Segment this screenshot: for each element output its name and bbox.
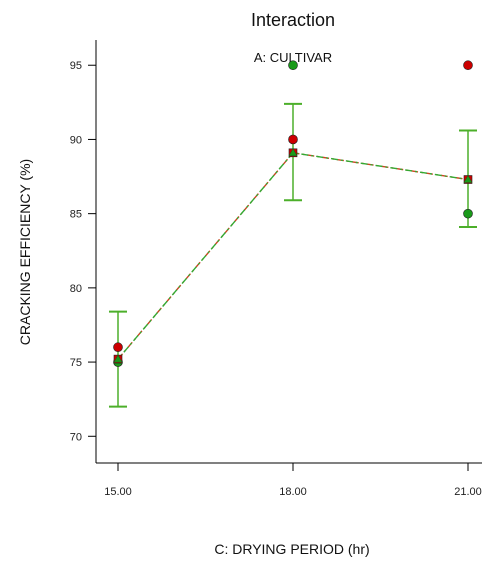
y-axis-label: CRACKING EFFICIENCY (%)	[17, 159, 33, 345]
x-tick-label: 15.00	[104, 486, 132, 498]
x-tick-label: 18.00	[279, 486, 307, 498]
fitted-markers	[113, 148, 473, 364]
observed-point	[113, 342, 123, 353]
plot-frame	[95, 40, 482, 464]
y-axis-ticks: 70 75 80 85 90 95	[70, 60, 96, 443]
y-tick-label: 95	[70, 60, 82, 72]
chart-title: Interaction	[251, 10, 335, 30]
y-tick-label: 90	[70, 134, 82, 146]
x-tick-label: 21.00	[454, 486, 482, 498]
x-axis-label: C: DRYING PERIOD (hr)	[214, 541, 369, 557]
observed-points	[113, 60, 473, 367]
fitted-triangle-marker	[113, 354, 123, 363]
observed-point	[288, 134, 298, 145]
y-tick-label: 75	[70, 357, 82, 369]
y-tick-label: 85	[70, 209, 82, 221]
chart-subtitle: A: CULTIVAR	[254, 50, 332, 65]
observed-point	[288, 60, 298, 71]
fitted-triangle-marker	[463, 175, 473, 183]
fitted-triangle-marker	[288, 148, 298, 157]
observed-point	[463, 60, 473, 71]
observed-point	[463, 208, 473, 219]
y-tick-label: 70	[70, 431, 82, 443]
y-tick-label: 80	[70, 283, 82, 295]
x-axis-ticks: 15.00 18.00 21.00	[104, 463, 482, 498]
